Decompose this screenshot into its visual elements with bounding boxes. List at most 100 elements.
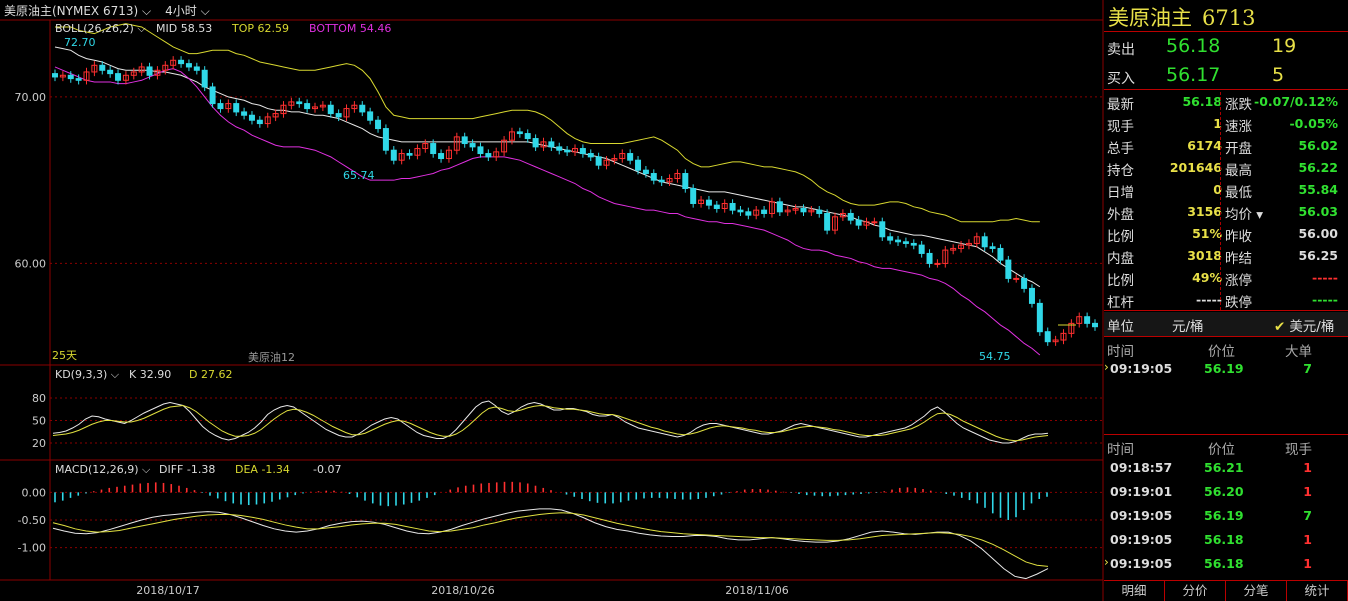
quote-value: 56.02: [1298, 138, 1338, 153]
unit-value[interactable]: 元/桶: [1172, 319, 1204, 335]
order-book-price: 56.17: [1166, 64, 1221, 86]
candle-body: [532, 138, 539, 148]
boll-mid-line: [54, 46, 1041, 288]
candle-body: [414, 148, 421, 156]
unit-row: 单位 元/桶 ✔ 美元/桶: [1104, 312, 1348, 336]
quote-row: 内盘 3018 昨结 56.25: [1104, 245, 1348, 267]
tick-row[interactable]: 09:19:01 56.20 1: [1104, 484, 1348, 504]
quote-label: 跌停: [1225, 295, 1252, 311]
column-header: 大单: [1285, 344, 1312, 360]
candle-body: [540, 141, 547, 148]
candle-body: [201, 69, 208, 88]
symbol-selector[interactable]: 美原油主(NYMEX 6713) ⌵: [0, 2, 151, 19]
candle-body: [130, 71, 137, 76]
candle-body: [107, 69, 114, 75]
chevron-right-icon: ›: [1104, 555, 1109, 569]
macd-dea-value: DEA -1.34: [235, 463, 290, 476]
candle-body: [359, 104, 366, 113]
chart-area: 70.00 60.00 72.70 65.74 54.75 BOLL(26,26,2) ⌵…: [0, 0, 1104, 601]
quote-value: 3156: [1187, 204, 1222, 219]
candle-body: [753, 209, 760, 216]
tick-row[interactable]: 09:19:05 56.18 1: [1104, 532, 1348, 552]
kd-tick-label: 80: [32, 392, 46, 405]
candle-body: [217, 103, 224, 110]
candle-body: [390, 149, 397, 161]
unit-alt-option[interactable]: ✔ 美元/桶: [1274, 315, 1334, 335]
quote-row: 杠杆 ----- 跌停 -----: [1104, 289, 1348, 311]
divider: [1104, 31, 1348, 32]
candle-body: [343, 108, 350, 118]
check-icon: ✔: [1274, 319, 1286, 335]
trade-price: 56.18: [1204, 556, 1244, 571]
price-tick-label: 60.00: [15, 257, 47, 270]
trade-time: 09:19:01: [1110, 484, 1173, 499]
column-header: 时间: [1107, 442, 1134, 458]
quote-label: 速涨: [1225, 119, 1252, 135]
trade-price: 56.19: [1204, 508, 1244, 523]
candle-body: [564, 149, 571, 153]
candle-body: [209, 86, 216, 105]
order-book-label: 卖出: [1107, 42, 1135, 58]
candle-body: [824, 212, 831, 231]
quote-value: -----: [1196, 292, 1222, 307]
column-header: 价位: [1208, 344, 1235, 360]
quote-row: 日增 0 最低 55.84: [1104, 179, 1348, 201]
period-selector[interactable]: 4小时 ⌵: [165, 2, 210, 19]
boll-top-line: [55, 23, 1040, 223]
candle-body: [1013, 277, 1020, 280]
tab-分价[interactable]: 分价: [1165, 580, 1226, 601]
candle-body: [997, 247, 1004, 261]
tick-row[interactable]: 09:19:05 56.18 1: [1104, 556, 1348, 576]
big-order-row[interactable]: 09:19:05 56.19 7: [1104, 361, 1348, 381]
tab-明细[interactable]: 明细: [1104, 580, 1165, 601]
detail-tabs: 明细 分价 分笔 统计: [1104, 580, 1348, 601]
kd-d-line: [52, 404, 1049, 442]
kd-k-line: [52, 400, 1049, 444]
candle-body: [761, 209, 768, 214]
tick-row[interactable]: 09:18:57 56.21 1: [1104, 460, 1348, 480]
candle-body: [800, 207, 807, 213]
candle-body: [572, 148, 578, 153]
candle-body: [705, 199, 712, 206]
macd-diff-value: DIFF -1.38: [159, 463, 215, 476]
candle-body: [138, 66, 145, 73]
sell-row: 卖出 56.18 19: [1104, 33, 1348, 61]
watermark-label: 美原油12: [248, 350, 295, 364]
boll-mid-value: MID 58.53: [156, 22, 212, 35]
candle-body: [587, 153, 594, 158]
candle-body: [895, 239, 902, 243]
quote-value: 56.18: [1182, 94, 1222, 109]
candle-body: [1044, 331, 1051, 343]
tab-分笔[interactable]: 分笔: [1226, 580, 1287, 601]
column-header: 时间: [1107, 344, 1134, 360]
quote-label: 外盘: [1107, 207, 1134, 223]
candle-body: [59, 74, 66, 78]
unit-alt-label: 美元/桶: [1289, 319, 1335, 335]
macd-label: MACD(12,26,9) ⌵: [55, 463, 151, 476]
low-annotation: 54.75: [979, 350, 1011, 363]
candle-body: [595, 156, 602, 166]
chevron-down-icon: ⌵: [200, 3, 210, 18]
candle-body: [241, 111, 248, 116]
tab-统计[interactable]: 统计: [1287, 580, 1348, 601]
candle-body: [438, 153, 445, 160]
quote-value: 56.25: [1298, 248, 1338, 263]
candle-body: [91, 64, 98, 73]
quote-label: 持仓: [1107, 163, 1134, 179]
candle-body: [430, 143, 437, 155]
quote-value: 1: [1213, 116, 1222, 131]
trade-volume: 1: [1303, 556, 1312, 571]
candle-body: [319, 104, 326, 108]
candle-body: [280, 104, 287, 115]
candle-body: [485, 153, 492, 158]
instrument-title: 美原油主 6713: [1108, 2, 1255, 32]
candle-body: [453, 136, 460, 151]
tick-row[interactable]: 09:19:05 56.19 7: [1104, 508, 1348, 528]
candle-body: [508, 131, 515, 141]
candle-body: [1076, 316, 1083, 324]
symbol-label: 美原油主(NYMEX 6713): [4, 3, 139, 18]
candle-body: [406, 153, 413, 156]
trade-time: 09:19:05: [1110, 556, 1173, 571]
candle-body: [99, 64, 106, 71]
candle-body: [619, 153, 626, 160]
